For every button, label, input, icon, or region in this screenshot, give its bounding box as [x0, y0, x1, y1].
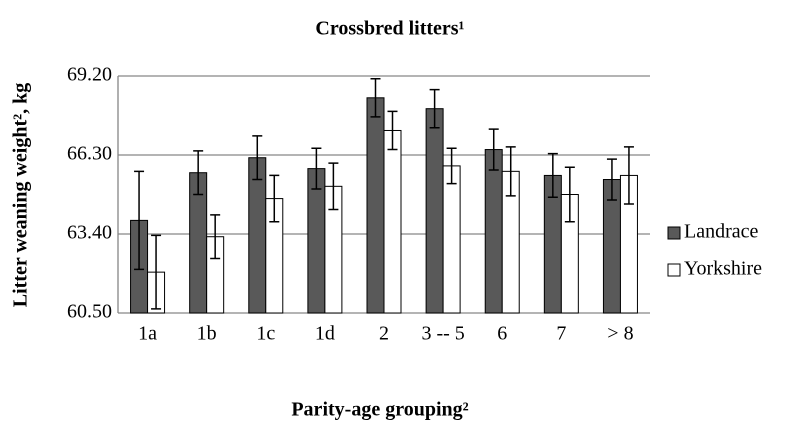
bar: [307, 168, 326, 314]
error-bar: [547, 152, 558, 198]
x-tick-label: 1d: [315, 323, 335, 345]
bar: [425, 108, 444, 314]
x-tick-label: > 8: [607, 323, 633, 345]
error-bar: [446, 147, 457, 185]
y-axis-label: Litter weaning weight², kg: [10, 83, 32, 308]
error-bar: [269, 174, 280, 223]
error-bar: [488, 128, 499, 171]
error-bar: [151, 234, 162, 310]
error-bar: [328, 162, 339, 211]
legend-swatch: [667, 263, 681, 277]
x-tick-label: 3 -- 5: [421, 323, 464, 345]
legend-label: Yorkshire: [684, 258, 762, 280]
legend-label: Landrace: [684, 221, 759, 243]
bar: [442, 165, 461, 314]
bar: [248, 157, 267, 314]
legend-swatch: [667, 226, 681, 240]
y-tick-label: 63.40: [67, 222, 112, 244]
error-bar: [606, 158, 617, 201]
error-bar: [387, 110, 398, 151]
error-bar: [252, 135, 263, 181]
x-tick-label: 1b: [197, 323, 217, 345]
x-axis-label: Parity-age grouping²: [291, 399, 468, 421]
y-tick-label: 66.30: [67, 143, 112, 165]
error-bar: [311, 147, 322, 190]
error-bar: [370, 77, 381, 118]
error-bar: [429, 88, 440, 129]
error-bar: [505, 146, 516, 197]
y-tick-label: 60.50: [67, 301, 112, 323]
error-bar: [623, 146, 634, 205]
x-tick-label: 7: [556, 323, 566, 345]
bar: [383, 129, 402, 314]
bar: [366, 97, 385, 314]
bar: [484, 149, 503, 314]
error-bar: [210, 214, 221, 260]
y-tick-label: 69.20: [67, 64, 112, 86]
chart-title: Crossbred litters¹: [315, 18, 464, 40]
x-tick-label: 1c: [256, 323, 275, 345]
error-bar: [193, 150, 204, 196]
x-tick-label: 6: [497, 323, 507, 345]
x-tick-label: 2: [379, 323, 389, 345]
error-bar: [564, 166, 575, 223]
x-tick-label: 1a: [138, 323, 157, 345]
error-bar: [134, 170, 145, 271]
